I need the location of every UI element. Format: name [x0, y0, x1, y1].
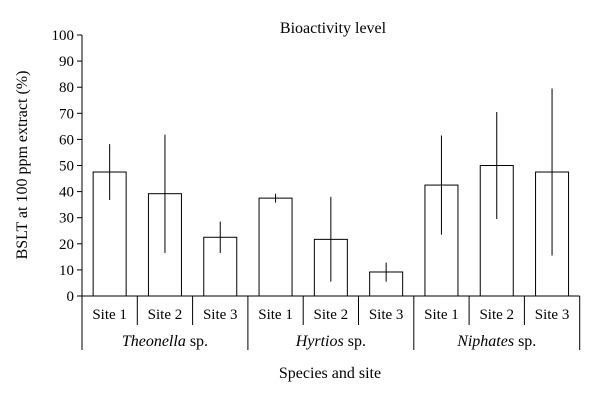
group-label-genus: Theonella	[122, 333, 186, 350]
y-tick-label: 80	[59, 80, 74, 96]
group-label: Hyrtios sp.	[295, 333, 366, 350]
group-label-genus: Hyrtios	[295, 333, 344, 350]
bar	[258, 197, 293, 297]
x-tick-label: Site 3	[535, 307, 570, 323]
plot-area: 0 10 20 30 40 50 60 70 80 90 100 Site 1 Site 2 Site 3…	[52, 28, 581, 350]
group-label-suffix: sp.	[344, 333, 366, 350]
bar	[203, 236, 238, 297]
x-tick-label: Site 3	[203, 307, 238, 323]
group-label-suffix: sp.	[186, 333, 208, 350]
y-tick-label: 40	[59, 185, 74, 201]
y-tick-label: 20	[59, 237, 74, 253]
x-tick-label: Site 1	[92, 307, 127, 323]
y-tick-label: 70	[59, 106, 74, 122]
y-tick-label: 10	[59, 263, 74, 279]
x-tick-label: Site 1	[424, 307, 459, 323]
y-tick-label: 30	[59, 211, 74, 227]
group-label: Niphates sp.	[456, 333, 536, 350]
group-label-genus: Niphates	[456, 333, 514, 350]
x-tick-label: Site 2	[314, 307, 349, 323]
x-tick-label: Site 1	[258, 307, 293, 323]
y-tick-label: 100	[52, 28, 75, 44]
x-tick-label: Site 3	[369, 307, 404, 323]
x-tick-label: Site 2	[479, 307, 514, 323]
y-tick-label: 90	[59, 54, 74, 70]
x-tick-label: Site 2	[148, 307, 183, 323]
x-axis-label: Species and site	[279, 365, 381, 382]
group-label-suffix: sp.	[514, 333, 536, 350]
y-tick-label: 60	[59, 132, 74, 148]
chart-title: Bioactivity level	[280, 20, 387, 37]
y-tick-label: 0	[67, 289, 75, 305]
y-tick-label: 50	[59, 159, 74, 175]
y-axis-label: BSLT at 100 ppm extract (%)	[14, 71, 31, 260]
group-label: Theonella sp.	[122, 333, 208, 350]
bar	[92, 171, 127, 297]
